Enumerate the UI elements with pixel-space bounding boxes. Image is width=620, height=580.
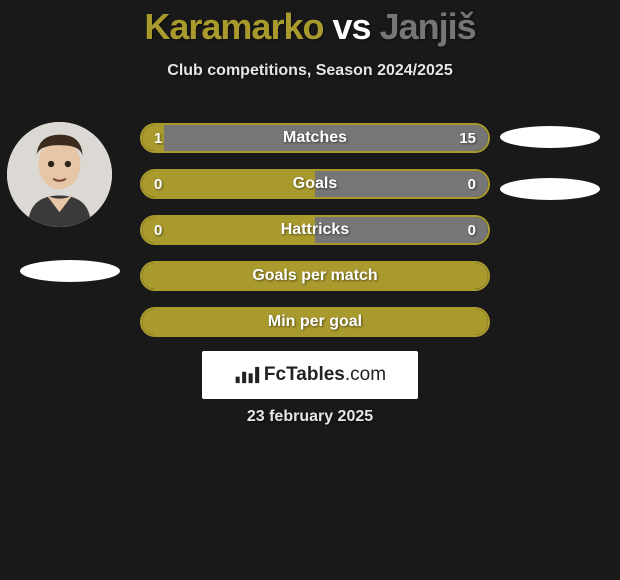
stat-bar: 00Hattricks — [140, 215, 490, 245]
bar-label: Hattricks — [142, 217, 488, 243]
bar-label: Goals — [142, 171, 488, 197]
title-vs: vs — [333, 6, 371, 47]
stat-bar: Min per goal — [140, 307, 490, 337]
flag-badge-left — [20, 260, 120, 282]
stat-bar: 00Goals — [140, 169, 490, 199]
brand-bars-icon — [234, 365, 260, 385]
player-left-name: Karamarko — [144, 6, 323, 47]
brand-domain: .com — [345, 364, 386, 385]
snapshot-date: 23 february 2025 — [0, 408, 620, 426]
bar-label: Min per goal — [142, 309, 488, 335]
stat-bar: 115Matches — [140, 123, 490, 153]
brand-text: FcTables.com — [264, 364, 386, 386]
player-right-name: Janjiš — [380, 6, 476, 47]
brand-name: FcTables — [264, 364, 345, 385]
player-left-avatar — [7, 122, 112, 227]
flag-badge-right-2 — [500, 178, 600, 200]
stat-bars: 115Matches 00Goals 00Hattricks Goals per ma… — [140, 123, 490, 353]
comparison-title: Karamarko vs Janjiš — [0, 0, 620, 48]
bar-label: Goals per match — [142, 263, 488, 289]
stat-bar: Goals per match — [140, 261, 490, 291]
brand-watermark: FcTables.com — [202, 351, 418, 399]
subtitle: Club competitions, Season 2024/2025 — [0, 62, 620, 80]
bar-label: Matches — [142, 125, 488, 151]
flag-badge-right-1 — [500, 126, 600, 148]
